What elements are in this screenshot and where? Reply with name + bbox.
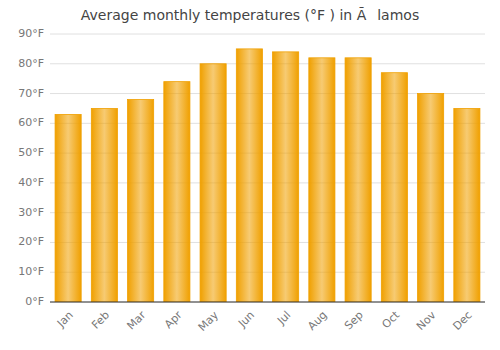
- y-tick-label: 70°F: [18, 87, 44, 100]
- y-tick-label: 0°F: [25, 295, 44, 308]
- y-tick-label: 90°F: [18, 27, 44, 40]
- bar: [418, 94, 444, 302]
- grid-line: [50, 34, 485, 35]
- bar: [381, 73, 407, 302]
- x-tick-label: Mar: [125, 308, 149, 332]
- title: Average monthly temperatures (°F ) in Ã…: [81, 7, 419, 23]
- bar: [273, 52, 299, 302]
- x-tick-label: Aug: [305, 309, 329, 333]
- x-tick-label: Oct: [380, 308, 403, 331]
- chart-container: 0°F 10°F 20°F 30°F 40°F 50°F 60°F 70°F 80°F 90°F J…: [0, 0, 500, 350]
- bar: [309, 58, 335, 302]
- grid: [50, 34, 485, 302]
- grid-line: [50, 302, 485, 303]
- x-tick-label: Apr: [162, 308, 185, 331]
- bar: [128, 100, 154, 302]
- grid-line: [50, 63, 485, 64]
- bar: [200, 64, 226, 302]
- bar: [345, 58, 371, 302]
- chart-svg: 0°F 10°F 20°F 30°F 40°F 50°F 60°F 70°F 80°F 90°F J…: [0, 0, 500, 350]
- x-tick-label: Jun: [235, 309, 257, 331]
- bar: [236, 49, 262, 302]
- bar: [164, 82, 190, 302]
- bar: [454, 108, 480, 302]
- x-tick-label: May: [196, 308, 222, 334]
- y-tick-label: 60°F: [18, 116, 44, 129]
- x-tick-label: Sep: [342, 309, 366, 333]
- y-axis: 0°F 10°F 20°F 30°F 40°F 50°F 60°F 70°F 80°F 90°F: [18, 27, 44, 308]
- bar: [55, 114, 81, 302]
- x-tick-label: Jan: [54, 309, 76, 331]
- y-tick-label: 80°F: [18, 57, 44, 70]
- x-axis-line: [50, 301, 485, 302]
- bar: [91, 108, 117, 302]
- x-tick-label: Nov: [414, 308, 439, 333]
- x-axis: Jan Feb Mar Apr May Jun Jul Aug Sep Oct Nov Dec: [50, 302, 485, 334]
- x-tick-label: Jul: [274, 309, 293, 328]
- x-tick-label: Feb: [89, 309, 112, 332]
- y-tick-label: 40°F: [18, 176, 44, 189]
- y-tick-label: 30°F: [18, 206, 44, 219]
- y-tick-label: 50°F: [18, 146, 44, 159]
- y-tick-label: 20°F: [18, 235, 44, 248]
- bars: [55, 49, 480, 302]
- x-tick-label: Dec: [450, 309, 474, 333]
- y-tick-label: 10°F: [18, 265, 44, 278]
